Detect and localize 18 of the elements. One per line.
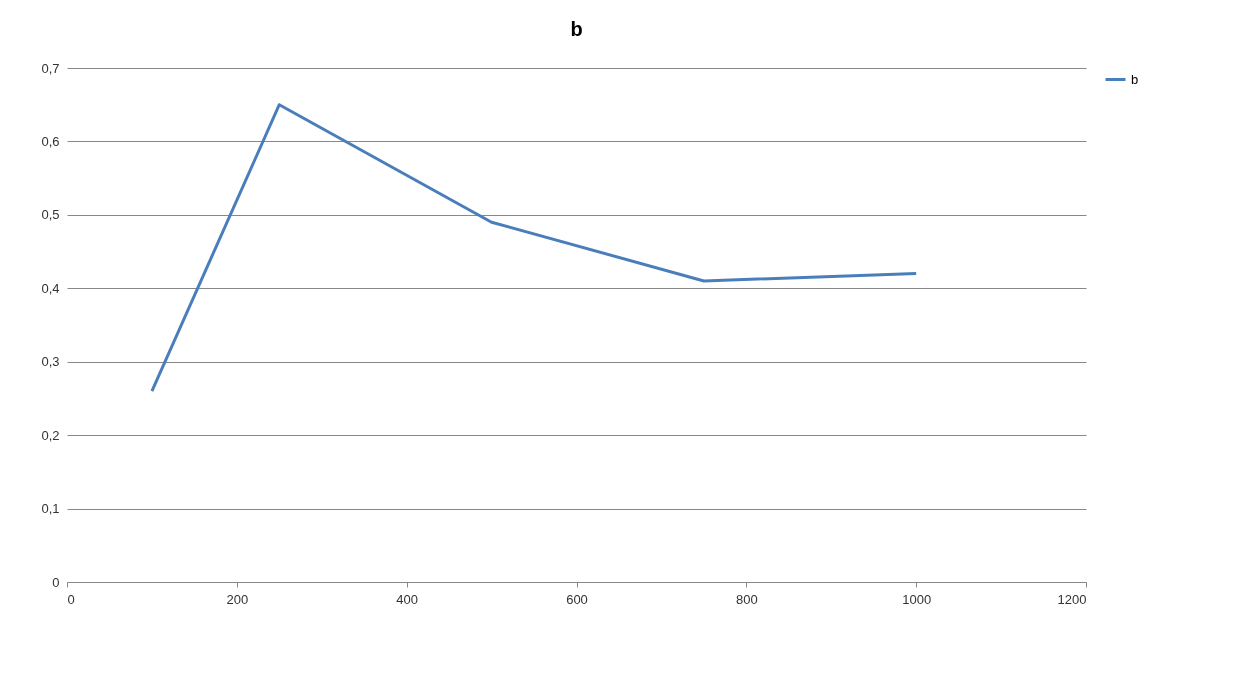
x-tick-label: 400 — [396, 591, 419, 607]
y-tick-label: 0,1 — [41, 501, 60, 517]
x-tick-label: 0 — [67, 591, 75, 607]
x-tick-label: 800 — [735, 591, 758, 607]
y-tick-label: 0,6 — [41, 133, 60, 149]
chart-title: b — [570, 18, 583, 40]
legend-label: b — [1131, 71, 1139, 87]
x-tick-label: 600 — [566, 591, 588, 607]
y-tick-label: 0,2 — [41, 427, 60, 443]
x-tick-label: 200 — [226, 591, 249, 607]
line-series — [150, 103, 918, 393]
y-tick-label: 0,4 — [41, 280, 60, 296]
y-tick-label: 0,3 — [41, 354, 60, 370]
y-tick-label: 0,5 — [41, 207, 60, 223]
x-tick-label: 1000 — [902, 591, 932, 607]
y-tick-label: 0,7 — [41, 60, 60, 76]
x-tick-label: 1200 — [1057, 591, 1087, 607]
y-tick-label: 0 — [52, 574, 60, 590]
